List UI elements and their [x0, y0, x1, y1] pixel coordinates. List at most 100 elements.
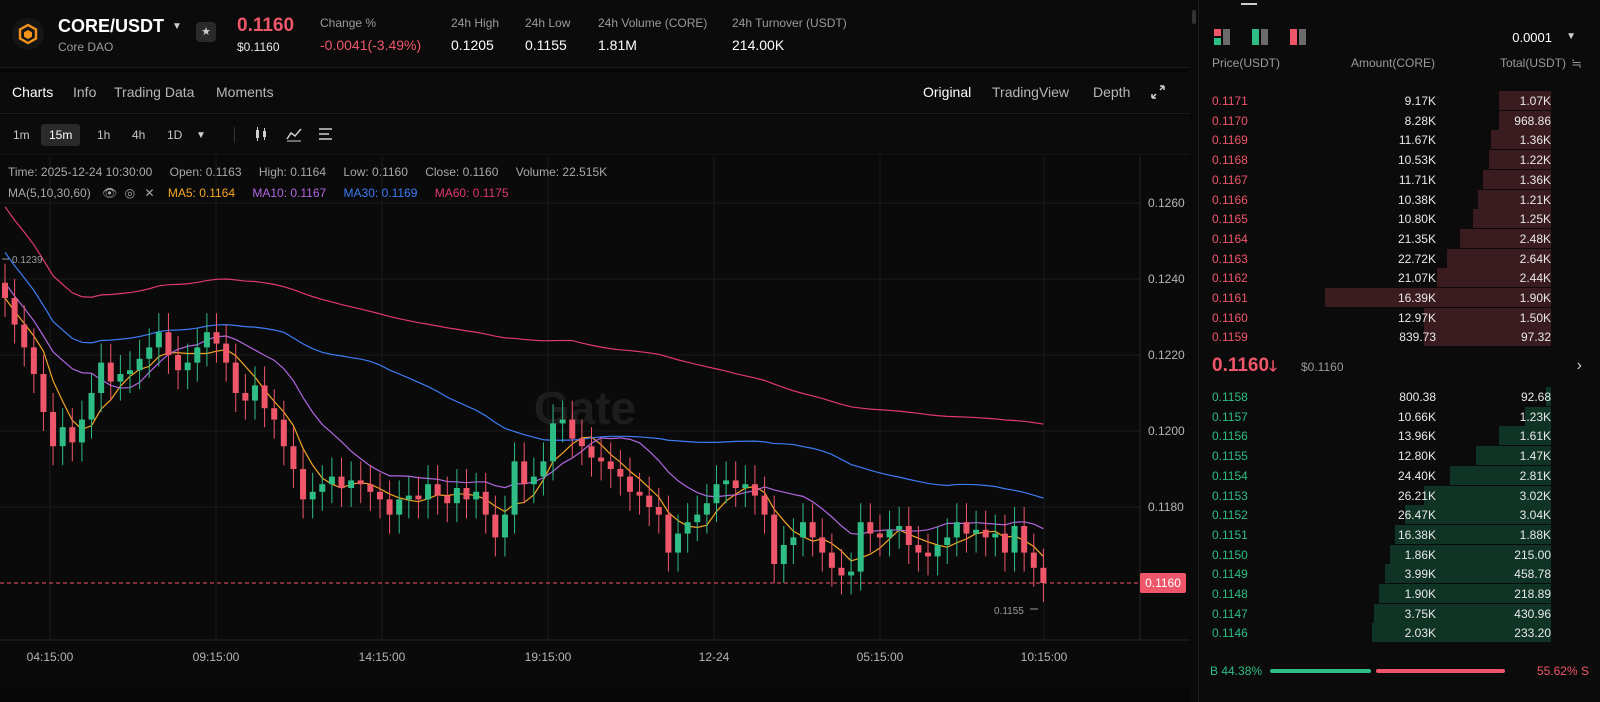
mid-price-row[interactable]: 0.1160🡓 $0.1160 ›: [1212, 355, 1582, 381]
total-cell: 1.50K: [1519, 310, 1551, 325]
favorite-star-icon[interactable]: ★: [196, 22, 216, 42]
ask-row[interactable]: 0.1166 10.38K 1.21K: [1199, 189, 1600, 209]
bid-row[interactable]: 0.1156 13.96K 1.61K: [1199, 426, 1600, 446]
interval-1h[interactable]: 1h: [97, 128, 111, 142]
candle-body: [357, 480, 364, 485]
candle-body: [194, 347, 201, 363]
x-tick-label: 10:15:00: [1021, 650, 1068, 664]
bid-row[interactable]: 0.1154 24.40K 2.81K: [1199, 465, 1600, 485]
candle-body: [992, 533, 999, 538]
tab-info[interactable]: Info: [73, 84, 97, 100]
last-price-usd: $0.1160: [237, 40, 280, 54]
candlestick-icon[interactable]: [254, 126, 270, 142]
close-icon[interactable]: ✕: [144, 186, 155, 200]
bid-row[interactable]: 0.1148 1.90K 218.89: [1199, 584, 1600, 603]
total-cell: 430.96: [1514, 606, 1551, 621]
tab-tradingview[interactable]: TradingView: [992, 84, 1070, 100]
ask-row[interactable]: 0.1160 12.97K 1.50K: [1199, 307, 1600, 327]
candle-body: [367, 484, 374, 492]
candle-body: [232, 362, 239, 393]
kline-chart[interactable]: 0.1260 0.1240 0.1220 0.1200 0.1180 04:15:00 09…: [0, 156, 1190, 688]
amount-cell: 21.07K: [1397, 271, 1436, 286]
bid-row[interactable]: 0.1146 2.03K 233.20: [1199, 623, 1600, 643]
candle-body: [809, 522, 816, 538]
book-asks-icon[interactable]: [1289, 28, 1307, 46]
ma60-line: [4, 206, 1044, 425]
bid-row[interactable]: 0.1149 3.99K 458.78: [1199, 564, 1600, 584]
precision-dropdown-icon[interactable]: ▼: [1566, 31, 1576, 42]
columns-toggle-icon[interactable]: ≒: [1571, 56, 1582, 71]
x-tick-label: 05:15:00: [857, 650, 904, 664]
ask-row[interactable]: 0.1164 21.35K 2.48K: [1199, 228, 1600, 248]
bid-row[interactable]: 0.1153 26.21K 3.02K: [1199, 485, 1600, 505]
tab-depth[interactable]: Depth: [1093, 84, 1131, 100]
depth-bar: [1491, 130, 1551, 150]
panel-scrollbar[interactable]: [1191, 0, 1197, 702]
candle-body: [203, 332, 210, 348]
bid-row[interactable]: 0.1157 10.66K 1.23K: [1199, 406, 1600, 426]
eye-icon[interactable]: 👁: [102, 186, 118, 200]
tab-charts[interactable]: Charts: [12, 84, 54, 100]
tab-moments[interactable]: Moments: [216, 84, 274, 100]
candle-body: [309, 491, 316, 500]
stat-value: 0.1155: [525, 37, 567, 53]
pair-name[interactable]: CORE/USDT: [58, 16, 165, 36]
chevron-right-icon[interactable]: ›: [1576, 357, 1582, 374]
stat-24h-turnover: 24h Turnover (USDT) 214.00K: [732, 16, 847, 53]
ask-row[interactable]: 0.1167 11.71K 1.36K: [1199, 169, 1600, 189]
bid-row[interactable]: 0.1150 1.86K 215.00: [1199, 544, 1600, 564]
bid-row[interactable]: 0.1152 26.47K 3.04K: [1199, 505, 1600, 525]
settings-icon[interactable]: ◎: [124, 186, 136, 200]
candle-body: [588, 446, 595, 458]
ask-row[interactable]: 0.1162 21.07K 2.44K: [1199, 268, 1600, 288]
tab-original[interactable]: Original: [923, 84, 972, 100]
price-cell: 0.1168: [1212, 153, 1248, 168]
candle-body: [107, 362, 114, 382]
book-bids-icon[interactable]: [1251, 28, 1269, 46]
ask-row[interactable]: 0.1170 8.28K 968.86: [1199, 110, 1600, 130]
price-cell: 0.1164: [1212, 231, 1248, 246]
ask-row[interactable]: 0.1165 10.80K 1.25K: [1199, 209, 1600, 229]
info-high: High: 0.1164: [258, 165, 327, 179]
fullscreen-icon[interactable]: [1151, 85, 1165, 99]
total-cell: 968.86: [1514, 113, 1551, 128]
last-price-tag: [1140, 573, 1186, 593]
ask-row[interactable]: 0.1159 839.73 97.32: [1199, 327, 1600, 347]
mid-price-usd: $0.1160: [1301, 360, 1344, 374]
amount-cell: 10.80K: [1397, 212, 1436, 227]
ask-row[interactable]: 0.1161 16.39K 1.90K: [1199, 288, 1600, 307]
ma-info: MA(5,10,30,60) 👁 ◎ ✕ MA5: 0.1164 MA10: 0…: [8, 186, 523, 200]
amount-cell: 22.72K: [1397, 251, 1436, 266]
bid-row[interactable]: 0.1155 12.80K 1.47K: [1199, 446, 1600, 466]
interval-1d[interactable]: 1D: [167, 128, 183, 142]
tab-trading-data[interactable]: Trading Data: [114, 84, 195, 100]
book-both-icon[interactable]: [1213, 28, 1231, 46]
pair-dropdown-icon[interactable]: ▼: [172, 21, 182, 32]
interval-dropdown-icon[interactable]: ▼: [196, 130, 206, 141]
indicators-icon[interactable]: [286, 126, 302, 142]
bid-row[interactable]: 0.1147 3.75K 430.96: [1199, 603, 1600, 623]
bid-row[interactable]: 0.1151 16.38K 1.88K: [1199, 524, 1600, 544]
depth-bar: [1384, 564, 1551, 584]
candle-body: [434, 484, 441, 496]
depth-bar: [1405, 505, 1551, 525]
ask-row[interactable]: 0.1163 22.72K 2.64K: [1199, 248, 1600, 268]
candle-body: [40, 374, 47, 412]
ask-row[interactable]: 0.1171 9.17K 1.07K: [1199, 91, 1600, 110]
settings-lines-icon[interactable]: [318, 126, 334, 142]
precision-select[interactable]: 0.0001: [1512, 30, 1552, 45]
ask-row[interactable]: 0.1168 10.53K 1.22K: [1199, 150, 1600, 170]
candle-body: [338, 476, 345, 488]
stat-value: 1.81M: [598, 37, 637, 53]
interval-1m[interactable]: 1m: [13, 128, 30, 142]
interval-4h[interactable]: 4h: [132, 128, 146, 142]
candle-body: [751, 484, 758, 496]
y-tick-label: 0.1260: [1148, 196, 1185, 210]
total-cell: 2.48K: [1519, 231, 1551, 246]
candle-body: [78, 419, 85, 443]
bid-row[interactable]: 0.1158 800.38 92.68: [1199, 387, 1600, 406]
candle-body: [617, 469, 624, 477]
chart-canvas[interactable]: 0.1260 0.1240 0.1220 0.1200 0.1180 04:15:00 09…: [0, 156, 1190, 688]
ask-row[interactable]: 0.1169 11.67K 1.36K: [1199, 130, 1600, 150]
interval-15m[interactable]: 15m: [41, 124, 81, 146]
